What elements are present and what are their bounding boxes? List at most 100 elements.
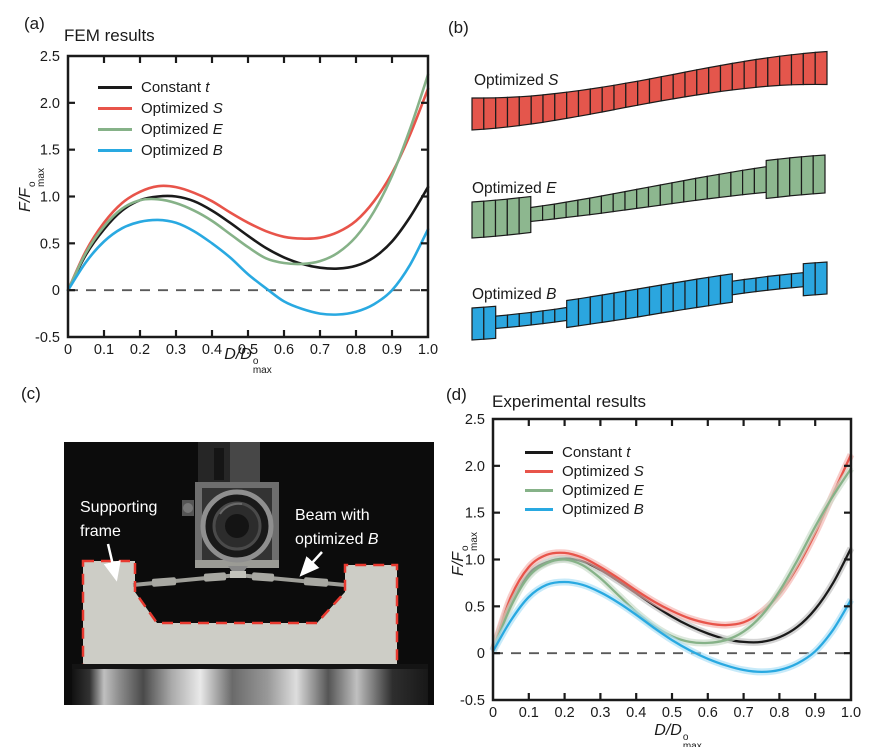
x-tick-label: 0.4: [202, 342, 222, 358]
x-tick-label: 0.9: [805, 705, 825, 721]
beam-segment: [471, 306, 485, 341]
x-tick-label: 0.6: [274, 342, 294, 358]
x-tick-label: 0.5: [238, 342, 258, 358]
beam-segment: [518, 195, 532, 235]
beam-segment: [471, 97, 485, 131]
beam-segment: [647, 184, 661, 208]
supporting-frame-shape: [83, 561, 397, 667]
beam-segment: [589, 195, 602, 216]
x-axis-superscript: o: [682, 732, 689, 743]
series-line-optimized-s: [66, 87, 430, 292]
legend-label-optimized-b: Optimized B: [562, 501, 644, 518]
beam-segment: [767, 274, 781, 291]
beam-segment: [814, 50, 828, 86]
beam-segment: [660, 73, 674, 102]
frame-dashed-outline: [81, 559, 399, 669]
beam-segment: [495, 96, 509, 129]
beam-segment: [483, 199, 497, 238]
y-tick-label: 1.0: [465, 553, 485, 569]
x-tick-label: 0.4: [626, 705, 646, 721]
load-cell-fixture: [182, 442, 279, 574]
beam-segment: [566, 298, 580, 329]
x-axis-subscript: max: [252, 364, 272, 376]
beam-segment: [483, 305, 497, 340]
beam-segment: [802, 262, 816, 297]
beam-segment: [625, 80, 639, 109]
legend-label-optimized-e: Optimized E: [141, 121, 223, 138]
panel-a-title: FEM results: [64, 26, 155, 45]
beam-segment: [506, 96, 520, 128]
beam-segment: [554, 91, 568, 122]
legend-swatch-optimized-e: [525, 489, 553, 492]
beam-segment: [648, 284, 662, 316]
series-line-optimized-b: [491, 580, 853, 674]
panel-b-letter: (b): [448, 18, 469, 37]
beam-segment: [601, 292, 615, 324]
beam-segment: [612, 190, 626, 213]
x-tick-label: 0.1: [94, 342, 114, 358]
base-gap: [72, 664, 428, 669]
beam-segment: [565, 199, 579, 219]
legend-swatch-optimized-b: [525, 508, 553, 511]
legend-item-optimized-s: Optimized S: [98, 98, 223, 119]
y-tick-label: -0.5: [460, 693, 485, 709]
y-axis-subscript: max: [468, 532, 480, 551]
y-tick-label: 1.0: [40, 190, 60, 206]
beam-segment: [695, 175, 708, 202]
x-tick-label: 0.6: [698, 705, 718, 721]
x-tick-label: 0.3: [590, 705, 610, 721]
beam-segment: [542, 308, 556, 325]
legend-label-constant-t: Constant t: [141, 79, 210, 96]
legend-label-optimized-b: Optimized B: [141, 142, 223, 159]
beam-segment: [577, 197, 591, 217]
beam-segment: [790, 272, 804, 289]
legend-item-optimized-e: Optimized E: [98, 119, 223, 140]
series-line-optimized-e: [66, 73, 430, 292]
beam-segment: [577, 296, 591, 327]
beam-segment: [566, 90, 580, 120]
experimental-results-chart: 0 0.1 0.2 0.3 0.4 0.5 0.6 0.7 0.8 0.9 1.0-0.500.51…: [460, 412, 861, 721]
beam-segment: [600, 193, 614, 214]
beam-segment: [494, 198, 508, 237]
beam-segment: [719, 273, 733, 305]
beam-label-line2: optimized B: [295, 531, 379, 548]
experimental-chart-legend: Constant t Optimized S Optimized E Optimize…: [525, 443, 644, 519]
x-tick-label: 0.2: [555, 705, 575, 721]
beam-segment: [553, 201, 567, 220]
y-tick-label: 1.5: [40, 143, 60, 159]
beam-segment: [731, 278, 745, 296]
beam-segment: [530, 94, 544, 125]
experimental-x-axis-label: D/D o max: [600, 722, 756, 747]
legend-label-constant-t: Constant t: [562, 444, 631, 461]
y-tick-label: 0.5: [40, 236, 60, 252]
beam-segment: [777, 157, 791, 198]
beam-segment: [731, 60, 745, 91]
x-tick-label: 0: [489, 705, 497, 721]
y-tick-label: 0: [52, 283, 60, 299]
beam-segment: [471, 200, 485, 239]
beam-segment: [518, 95, 532, 127]
beam-segment: [718, 171, 732, 199]
beam-segment: [541, 203, 556, 221]
beam-segment: [637, 286, 651, 318]
beam-segment: [636, 186, 650, 210]
y-axis-subscript: max: [35, 168, 47, 187]
beam-segment: [648, 75, 662, 104]
legend-swatch-optimized-s: [98, 107, 132, 110]
beam-segment: [708, 64, 722, 94]
beam-optimized-b: [471, 261, 828, 341]
legend-swatch-optimized-e: [98, 128, 132, 131]
beam-segment: [530, 310, 544, 326]
beam-optimized-e: [471, 154, 826, 239]
legend-label-optimized-e: Optimized E: [562, 482, 644, 499]
y-tick-label: 0: [477, 646, 485, 662]
beam-segment: [601, 84, 615, 113]
beam-segment: [814, 261, 828, 296]
beam-segment: [613, 82, 627, 111]
x-tick-label: 1.0: [418, 342, 438, 358]
beam-segment: [625, 288, 639, 320]
legend-item-optimized-b: Optimized B: [525, 500, 644, 519]
y-tick-label: 2.0: [465, 459, 485, 475]
x-tick-label: 0.8: [769, 705, 789, 721]
beam-segment: [671, 179, 685, 205]
